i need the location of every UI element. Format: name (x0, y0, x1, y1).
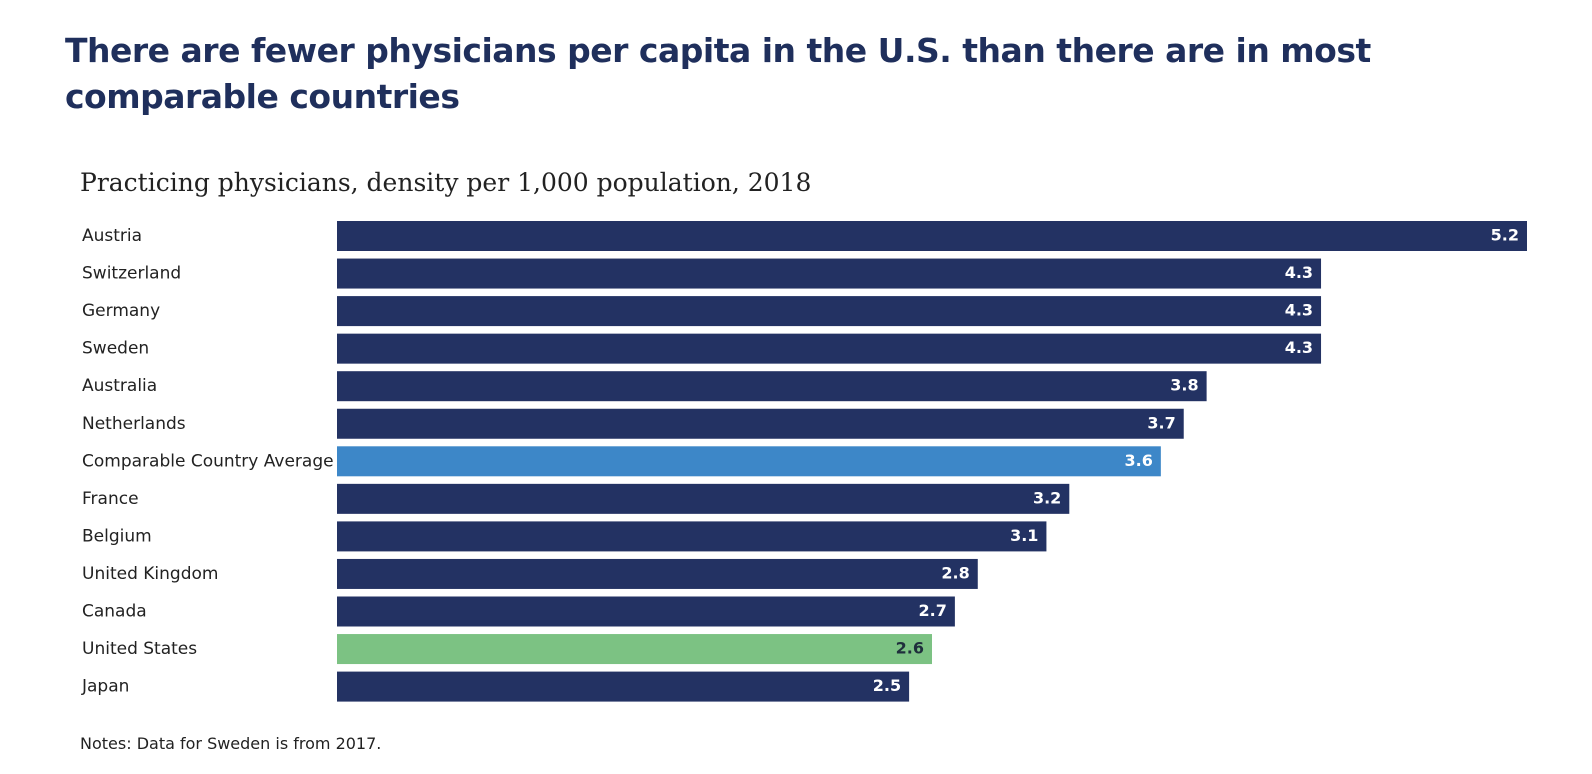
chart-title: There are fewer physicians per capita in… (65, 31, 1371, 116)
bar (337, 671, 910, 702)
bar (337, 221, 1527, 251)
value-label: 3.1 (1010, 526, 1038, 545)
value-label: 3.6 (1125, 451, 1153, 470)
category-label: Japan (81, 677, 129, 697)
bar (337, 558, 978, 589)
category-label: Germany (82, 301, 160, 321)
bar (337, 408, 1184, 439)
bar (337, 371, 1207, 402)
value-label: 4.3 (1285, 263, 1313, 282)
value-label: 2.7 (919, 601, 947, 620)
bar (337, 446, 1161, 477)
bar (337, 596, 955, 627)
category-label: United Kingdom (82, 564, 218, 584)
value-label: 2.8 (941, 563, 969, 582)
value-label: 3.8 (1170, 376, 1198, 395)
bar (337, 521, 1047, 552)
value-label: 2.5 (873, 676, 901, 695)
value-label: 4.3 (1285, 301, 1313, 320)
category-label: Belgium (82, 526, 152, 546)
category-label: Sweden (82, 339, 149, 359)
bar (337, 296, 1322, 327)
chart-subtitle: Practicing physicians, density per 1,000… (80, 168, 812, 197)
value-label: 2.6 (896, 639, 924, 658)
value-label: 3.7 (1147, 413, 1175, 432)
category-label: Comparable Country Average (82, 451, 334, 471)
bar (337, 483, 1070, 514)
bar (337, 333, 1322, 364)
category-label: Switzerland (82, 264, 181, 284)
category-label: Austria (82, 226, 142, 246)
bar (337, 634, 932, 665)
value-label: 3.2 (1033, 488, 1061, 507)
category-label: Canada (82, 602, 147, 622)
value-label: 5.2 (1491, 226, 1519, 245)
category-label: Netherlands (82, 414, 186, 434)
category-label: Australia (82, 376, 157, 396)
category-label: United States (82, 639, 197, 659)
notes: Notes: Data for Sweden is from 2017. (80, 734, 382, 753)
category-label: France (82, 489, 139, 509)
bar (337, 258, 1322, 289)
value-label: 4.3 (1285, 338, 1313, 357)
